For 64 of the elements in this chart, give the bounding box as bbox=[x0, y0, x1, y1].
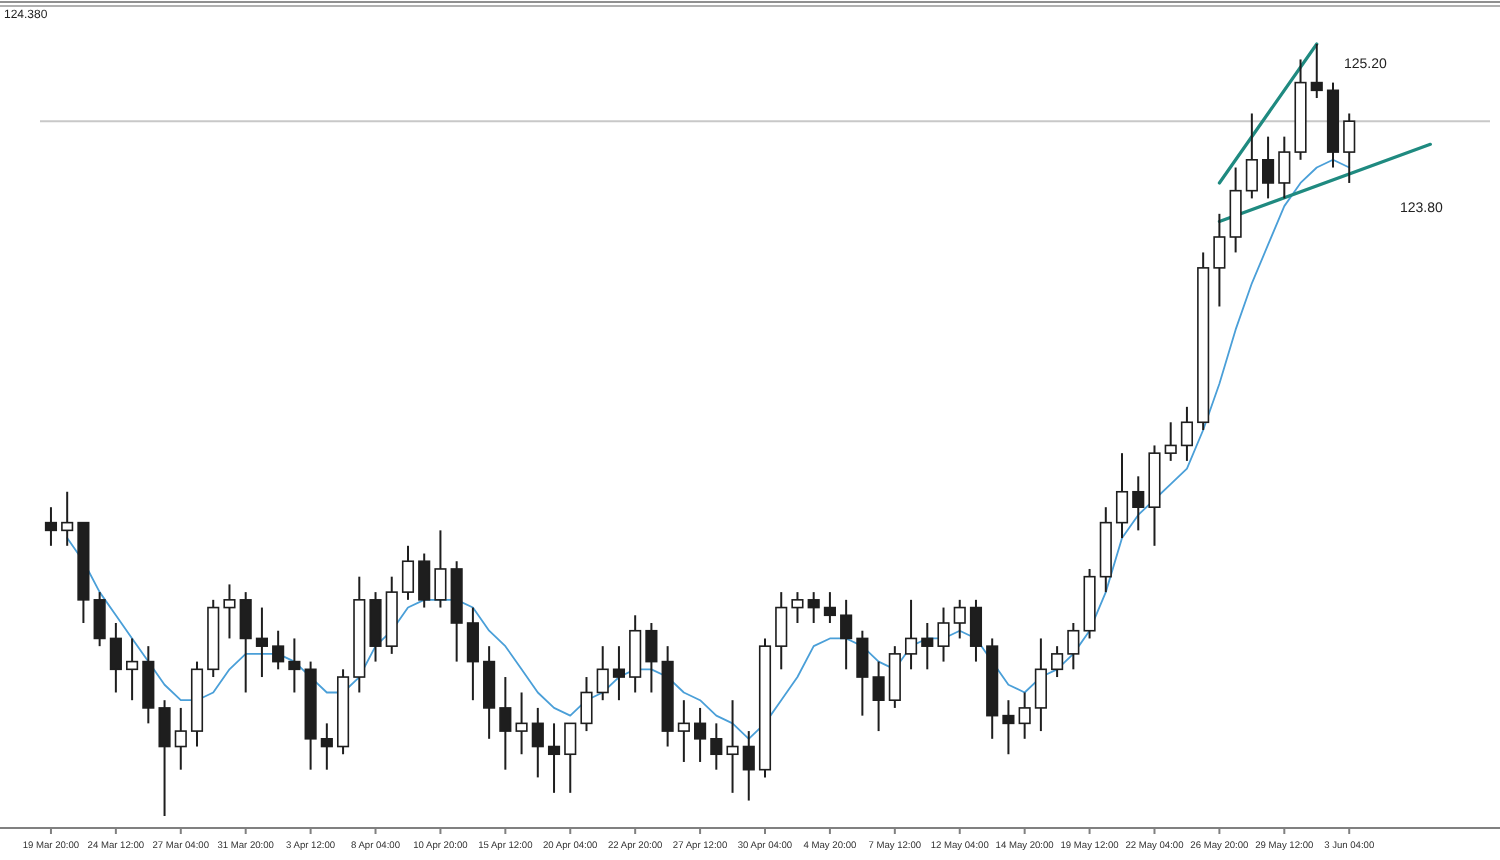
candlestick bbox=[369, 591, 382, 663]
candlestick bbox=[888, 645, 901, 709]
candlestick bbox=[320, 722, 333, 771]
candlestick bbox=[531, 706, 544, 779]
candlestick bbox=[726, 699, 739, 794]
candlestick bbox=[1115, 452, 1129, 540]
candlestick bbox=[791, 591, 804, 624]
candlestick bbox=[1067, 622, 1080, 671]
candlestick bbox=[547, 722, 561, 794]
candlestick bbox=[921, 622, 934, 671]
candlestick bbox=[1229, 166, 1242, 254]
candlestick bbox=[401, 544, 415, 601]
candlestick bbox=[953, 598, 966, 640]
candlestick bbox=[904, 598, 918, 671]
candlestick bbox=[158, 699, 171, 817]
candlestick bbox=[418, 552, 431, 609]
candlestick bbox=[710, 722, 723, 771]
candlestick bbox=[174, 706, 187, 771]
candlestick bbox=[823, 591, 836, 624]
candlestick bbox=[629, 614, 642, 694]
candlestick bbox=[1310, 43, 1323, 100]
candlestick bbox=[1278, 135, 1291, 200]
candlestick bbox=[677, 699, 690, 763]
candlestick bbox=[1213, 212, 1226, 308]
candlestick bbox=[126, 637, 139, 702]
candlestick bbox=[645, 622, 658, 694]
candlestick bbox=[499, 676, 512, 771]
candlestick bbox=[1343, 112, 1356, 184]
candlestick bbox=[288, 637, 301, 694]
candlestick bbox=[612, 645, 626, 702]
candlestick bbox=[937, 606, 950, 663]
candlestick bbox=[515, 691, 528, 756]
candlestick bbox=[564, 722, 577, 794]
candlestick bbox=[255, 606, 268, 679]
candlestick bbox=[742, 730, 755, 802]
candlestick bbox=[694, 706, 707, 763]
candlestick bbox=[969, 598, 983, 663]
candlestick bbox=[44, 506, 58, 547]
candlestick bbox=[483, 645, 496, 740]
candlestick bbox=[1051, 645, 1064, 679]
candlestick bbox=[239, 591, 252, 694]
candlestick bbox=[1245, 112, 1258, 200]
candlestick bbox=[580, 676, 593, 733]
candlestick bbox=[596, 645, 609, 702]
candlestick bbox=[434, 529, 447, 609]
candlestick bbox=[775, 591, 788, 671]
candlestick bbox=[1132, 475, 1145, 532]
candlestick bbox=[1180, 405, 1194, 462]
candlestick bbox=[223, 583, 236, 640]
candlestick bbox=[1164, 421, 1177, 462]
candlestick bbox=[61, 490, 74, 547]
candlestick bbox=[872, 660, 885, 733]
candlestick bbox=[93, 591, 106, 648]
candlestick bbox=[1262, 135, 1275, 200]
candlestick bbox=[840, 598, 853, 671]
candlestick bbox=[272, 629, 285, 671]
candlestick bbox=[1018, 691, 1031, 740]
candlestick bbox=[1002, 699, 1015, 756]
candlestick bbox=[109, 622, 122, 694]
candlestick bbox=[466, 606, 479, 702]
candlestick bbox=[856, 629, 869, 717]
candlestick bbox=[1034, 637, 1047, 733]
candlestick bbox=[807, 591, 820, 624]
candlestick bbox=[142, 645, 155, 725]
